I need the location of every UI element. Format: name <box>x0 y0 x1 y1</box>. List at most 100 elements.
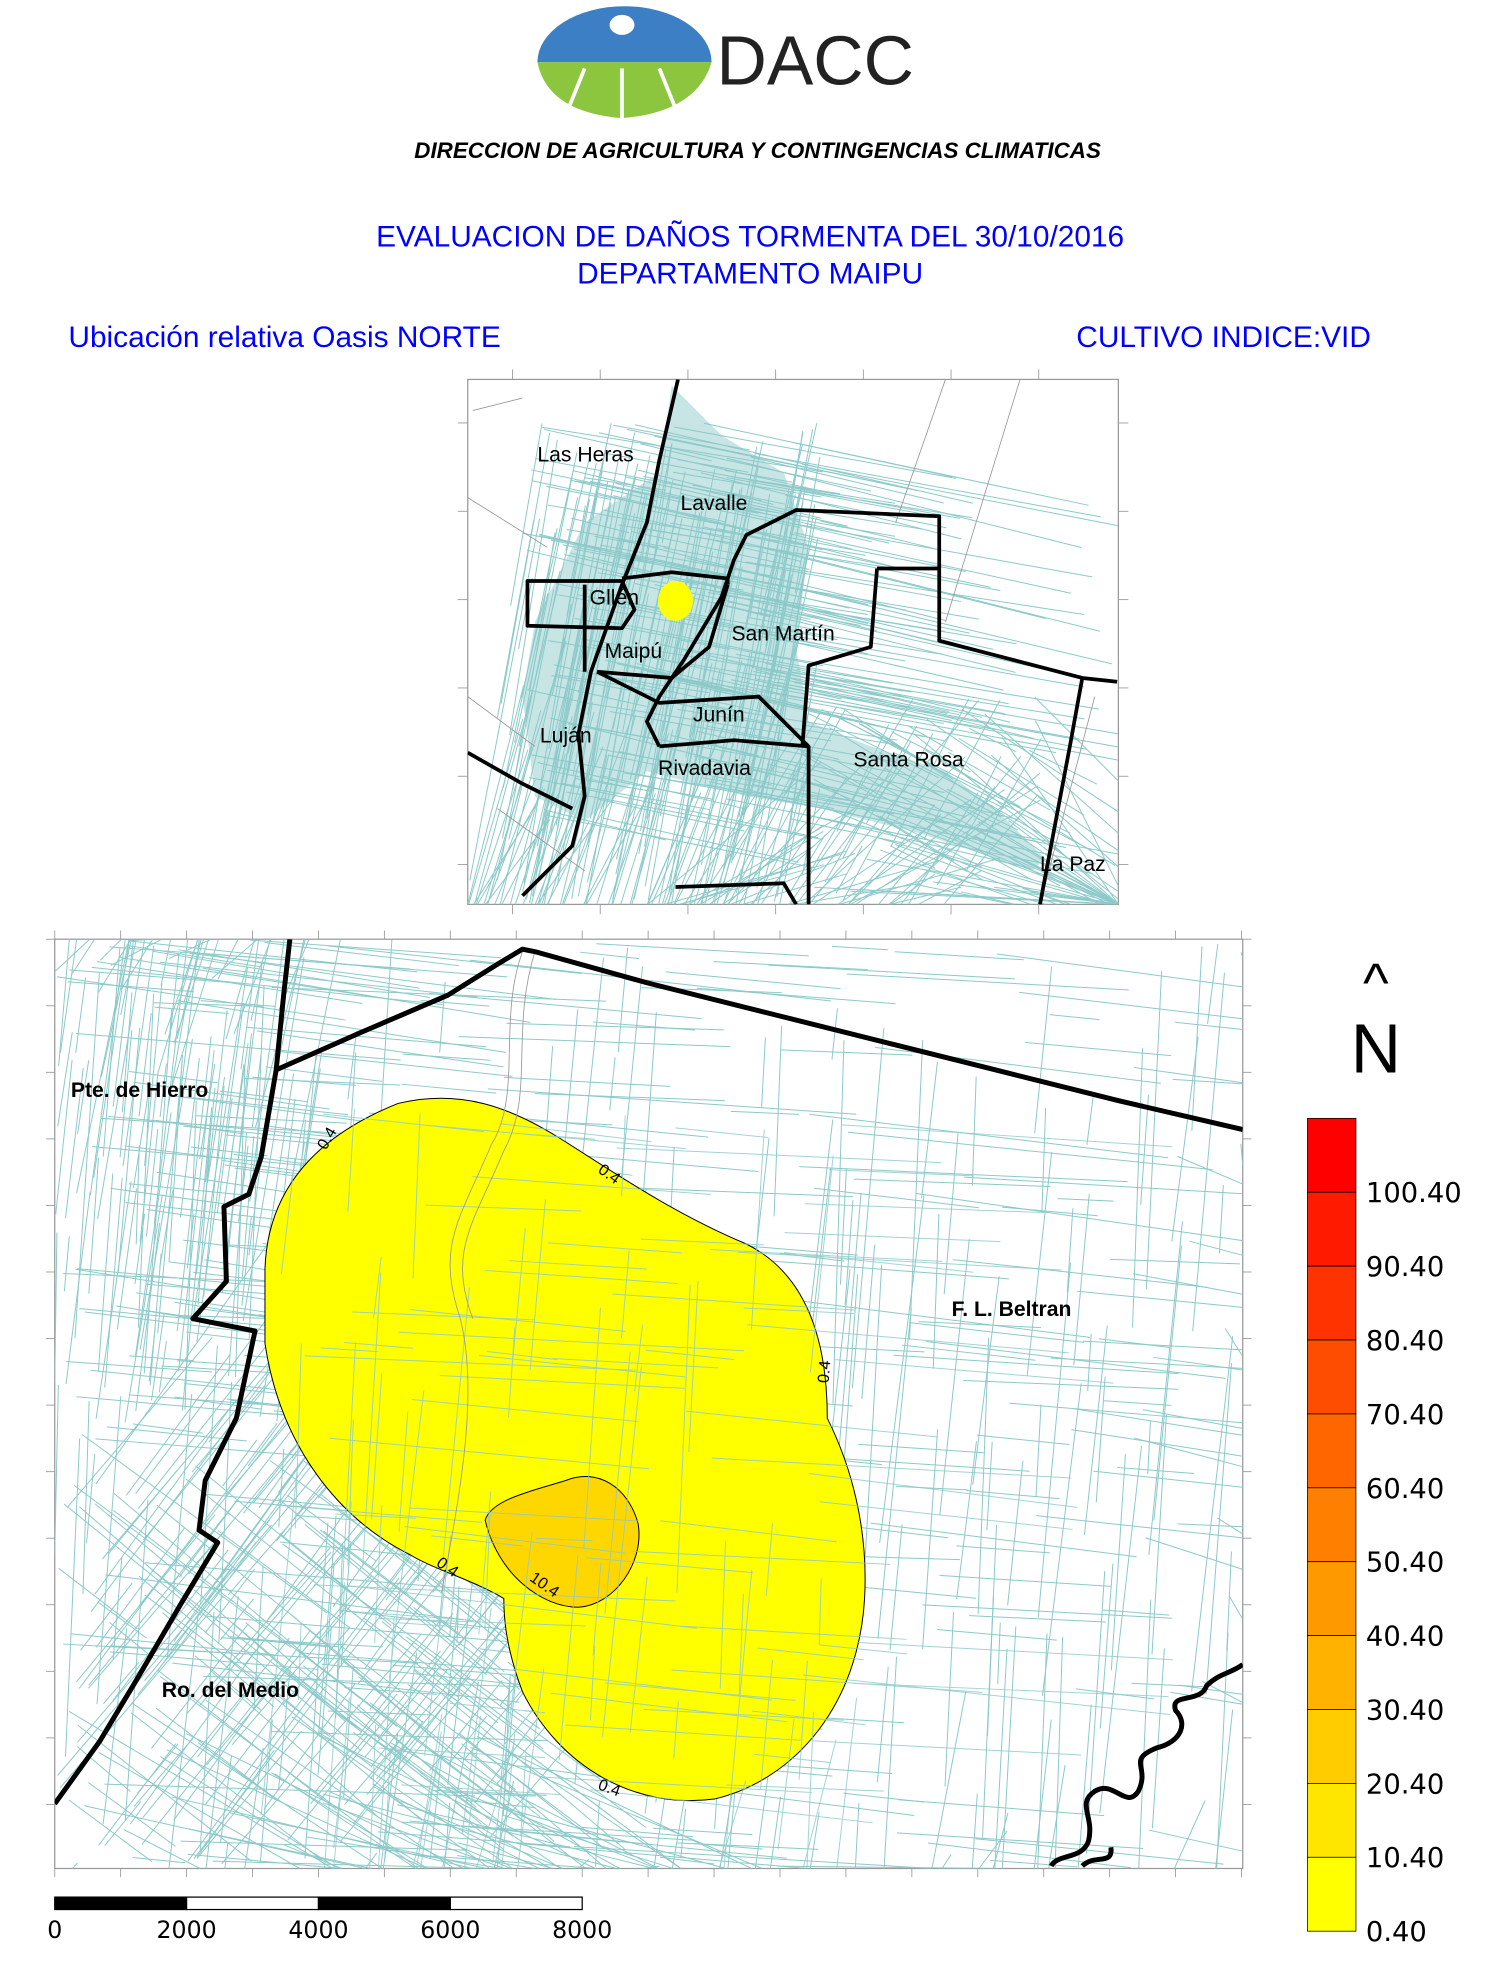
parcel-line <box>381 1621 544 1750</box>
parcel-line <box>570 479 658 502</box>
parcel-line <box>748 627 1085 688</box>
parcel-line <box>116 1188 138 1330</box>
parcel-line <box>546 485 611 500</box>
parcel-line <box>691 703 838 728</box>
parcel-line <box>243 1435 305 1514</box>
parcel-line <box>475 749 529 905</box>
parcel-line <box>171 939 219 1088</box>
parcel-line <box>397 1804 655 1869</box>
organization-name: DIRECCION DE AGRICULTURA Y CONTINGENCIAS… <box>414 138 1101 163</box>
parcel-line <box>646 763 657 819</box>
parcel-line <box>109 946 411 970</box>
parcel-line <box>580 951 640 960</box>
parcel-line <box>404 1526 627 1554</box>
parcel-line <box>809 1155 834 1373</box>
parcel-line <box>550 1692 788 1723</box>
parcel-line <box>149 1253 162 1386</box>
parcel-line <box>169 1542 257 1660</box>
parcel-line <box>615 483 872 543</box>
parcel-line <box>287 1494 377 1562</box>
legend-swatch <box>1307 1561 1357 1636</box>
parcel-line <box>96 961 363 1005</box>
parcel-line <box>752 802 810 905</box>
parcel-line <box>779 1252 845 1262</box>
parcel-line <box>313 1584 676 1602</box>
parcel-line <box>632 531 810 571</box>
parcel-line <box>890 698 970 847</box>
parcel-line <box>652 444 673 565</box>
parcel-line <box>735 653 1009 705</box>
parcel-line <box>509 439 558 735</box>
parcel-line <box>1041 1383 1082 1696</box>
parcel-line <box>68 1710 333 1869</box>
parcel-line <box>535 457 762 502</box>
parcel-line <box>640 443 712 462</box>
parcel-line <box>861 1244 876 1400</box>
parcel-line <box>108 1115 339 1138</box>
parcel-line <box>700 535 764 865</box>
parcel-line <box>971 1793 978 1869</box>
parcel-line <box>939 1574 1111 1587</box>
parcel-line <box>248 985 265 1339</box>
parcel-line <box>925 1340 1226 1379</box>
parcel-line <box>401 1784 561 1796</box>
parcel-line <box>443 1621 505 1673</box>
parcel-line <box>340 1645 587 1831</box>
parcel-line <box>818 1578 822 1645</box>
parcel-line <box>209 1669 379 1818</box>
parcel-line <box>931 1690 967 1869</box>
parcel-line <box>1175 1021 1243 1031</box>
parcel-line <box>754 1753 832 1764</box>
parcel-line <box>1024 1041 1172 1057</box>
parcel-line <box>266 1073 295 1247</box>
parcel-line <box>1035 1404 1042 1498</box>
parcel-line <box>124 1499 149 1821</box>
parcel-line <box>676 1285 691 1593</box>
parcel-line <box>776 520 1093 578</box>
parcel-line <box>632 1550 891 1565</box>
parcel-line <box>377 1616 395 1869</box>
parcel-line <box>145 1283 276 1295</box>
parcel-line <box>548 640 898 700</box>
parcel-line <box>608 503 634 602</box>
parcel-line <box>127 945 261 968</box>
parcel-line <box>347 1419 354 1554</box>
parcel-line <box>673 702 797 730</box>
parcel-line <box>634 1324 644 1392</box>
legend-swatch <box>1307 1856 1357 1932</box>
parcel-line <box>647 761 822 905</box>
parcel-line <box>908 725 953 752</box>
parcel-line <box>543 428 836 495</box>
parcel-line <box>997 953 1243 988</box>
parcel-line <box>97 1601 147 1639</box>
parcel-line <box>179 1058 200 1218</box>
parcel-line <box>792 710 846 804</box>
parcel-line <box>88 1530 225 1689</box>
parcel-line <box>72 1862 78 1869</box>
parcel-line <box>284 1844 342 1869</box>
parcel-line <box>159 1190 174 1268</box>
parcel-line <box>884 768 1026 839</box>
parcel-line <box>1189 1240 1243 1256</box>
parcel-line <box>898 1799 1105 1817</box>
parcel-line <box>952 1259 1209 1288</box>
parcel-line <box>501 1732 516 1869</box>
parcel-line <box>429 1680 503 1771</box>
parcel-line <box>100 939 132 1077</box>
parcel-line <box>618 524 896 570</box>
parcel-line <box>63 1236 70 1292</box>
parcel-line <box>1191 1336 1234 1692</box>
parcel-line <box>435 1673 499 1724</box>
parcel-line <box>82 1401 90 1595</box>
parcel-line <box>319 1575 373 1640</box>
parcel-line <box>157 939 199 1073</box>
parcel-line <box>55 939 91 972</box>
parcel-line <box>224 1842 229 1869</box>
parcel-line <box>412 1753 442 1869</box>
parcel-line <box>737 1251 1062 1271</box>
parcel-line <box>798 588 1113 665</box>
parcel-line <box>565 1724 801 1741</box>
parcel-line <box>434 1789 547 1796</box>
parcel-line <box>547 769 631 789</box>
parcel-line <box>583 805 636 905</box>
